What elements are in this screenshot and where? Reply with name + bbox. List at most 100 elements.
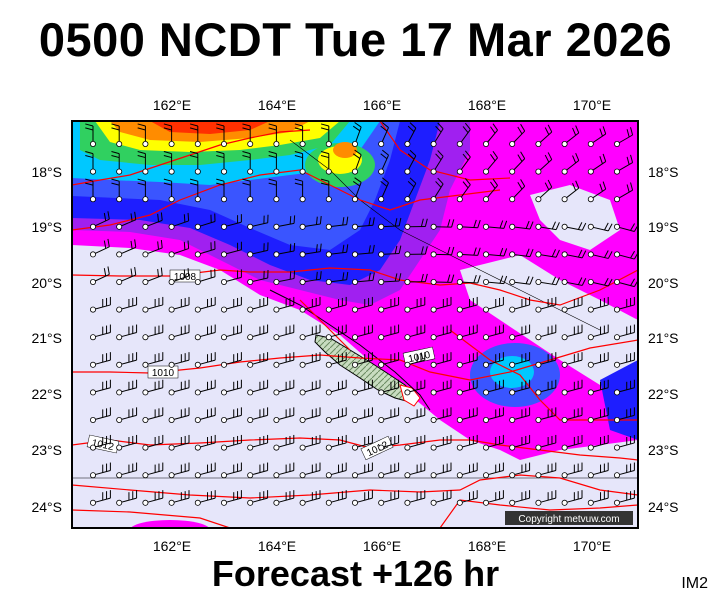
wind-barb (116, 407, 138, 423)
wind-barb (561, 434, 583, 451)
wind-barb (614, 154, 634, 175)
svg-text:21°S: 21°S (648, 330, 679, 346)
wind-barb (142, 267, 163, 285)
orange-zone (333, 142, 357, 158)
wind-barb (247, 407, 269, 423)
longitude-axis-top: 162°E 164°E 166°E 168°E 170°E (153, 97, 611, 113)
wind-barb (482, 434, 504, 451)
wind-barb (247, 242, 269, 258)
svg-text:1012: 1012 (91, 438, 115, 453)
isobar-line (72, 509, 231, 528)
wind-barb (561, 277, 587, 286)
wind-barb (561, 180, 580, 203)
wind-barb (456, 324, 478, 341)
wind-barb (220, 434, 242, 451)
wind-barb (535, 124, 553, 147)
wind-barb (587, 126, 607, 147)
wind-barb (299, 215, 322, 230)
wind-barb (378, 434, 400, 451)
wind-barb (378, 245, 402, 258)
wind-barb (482, 462, 504, 479)
wind-barb (561, 462, 583, 479)
wind-barb (587, 434, 609, 451)
wind-barb (116, 490, 138, 506)
wind-barb (194, 241, 216, 258)
wind-barb (509, 324, 531, 341)
wind-barb (273, 215, 296, 230)
wind-barb (430, 177, 444, 203)
wind-barb (404, 149, 417, 175)
wind-barb (561, 379, 583, 396)
wind-barb (268, 178, 280, 203)
wind-barb (111, 123, 123, 147)
wind-barb (509, 123, 526, 147)
wind-barb (535, 434, 557, 451)
wind-barb (299, 296, 321, 313)
wind-barb (561, 125, 580, 147)
wind-barb (189, 123, 201, 147)
wind-barb (378, 324, 400, 341)
wind-barb (535, 179, 553, 203)
wind-barb (247, 324, 269, 341)
svg-text:20°S: 20°S (648, 275, 679, 291)
wind-barb (535, 152, 553, 175)
wind-barb (482, 220, 508, 230)
wind-barb (220, 379, 242, 396)
svg-text:22°S: 22°S (31, 386, 62, 402)
svg-text:19°S: 19°S (31, 219, 62, 235)
wind-barb (90, 490, 111, 506)
wind-barb (189, 178, 201, 203)
wind-barb (268, 151, 280, 175)
wind-barb (456, 407, 478, 423)
wind-barb (587, 352, 609, 368)
wind-barb (351, 379, 373, 396)
wind-barb (456, 352, 478, 368)
wind-barb (614, 127, 634, 147)
wind-barb (325, 407, 347, 423)
wind-barb (116, 352, 138, 368)
wind-barb (142, 239, 163, 258)
wind-barb (456, 462, 478, 479)
wind-barb (509, 352, 531, 368)
wind-barb (614, 296, 635, 313)
wind-barb (482, 490, 504, 506)
wind-barb (404, 462, 426, 479)
wind-barb (378, 273, 402, 285)
wind-barb (247, 379, 269, 396)
svg-text:164°E: 164°E (258, 538, 296, 554)
wind-barb (430, 150, 444, 175)
wind-barb (587, 490, 609, 506)
wind-barb (509, 179, 526, 203)
wind-barb (614, 434, 635, 451)
wind-barb (90, 379, 111, 396)
wind-barb (142, 296, 164, 313)
wind-barb (404, 490, 426, 506)
wind-barb (194, 296, 216, 313)
wind-barb (168, 268, 190, 285)
wind-barb (351, 407, 373, 423)
wind-barb (325, 296, 347, 313)
wind-barb (220, 269, 242, 285)
wind-barb (168, 240, 190, 258)
svg-text:24°S: 24°S (31, 499, 62, 515)
svg-text:162°E: 162°E (153, 97, 191, 113)
wind-barb (587, 296, 609, 313)
wind-barb (273, 407, 295, 423)
wind-barb (268, 123, 280, 147)
wind-barb (535, 407, 557, 423)
product-code: IM2 (681, 575, 708, 592)
wind-barbs (85, 122, 638, 506)
wind-barb (90, 434, 111, 451)
svg-text:23°S: 23°S (31, 442, 62, 458)
wind-barb (404, 352, 426, 368)
wind-barb (482, 123, 498, 147)
wind-barb (378, 296, 400, 313)
wind-barb (535, 490, 557, 506)
isobar-line (72, 129, 311, 186)
wind-barb (535, 324, 557, 341)
wind-barb (404, 296, 426, 313)
wind-barb (587, 222, 613, 232)
wind-barb (189, 151, 201, 175)
wind-barb (116, 266, 137, 285)
wind-barb (163, 178, 175, 203)
